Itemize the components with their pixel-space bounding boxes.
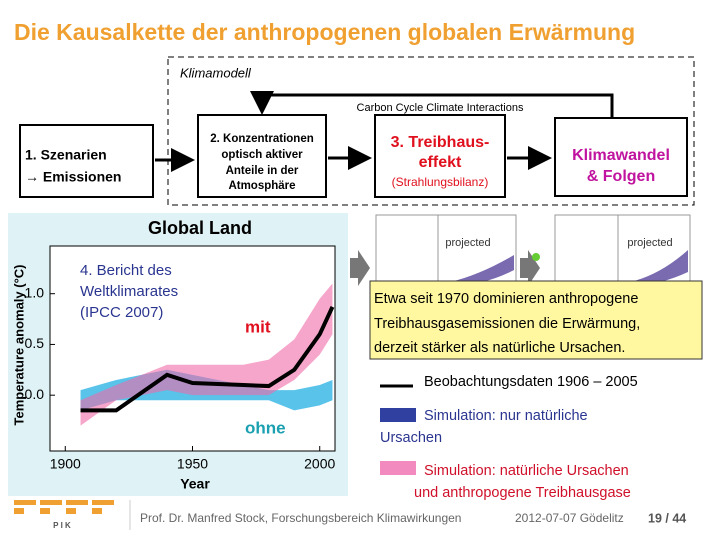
thumbnail-curve [450,255,514,285]
footer-date: 2012-07-07 Gödelitz [515,511,624,525]
plot-area [49,245,336,452]
footer-author: Prof. Dr. Manfred Stock, Forschungsberei… [140,511,461,525]
series-label: ohne [245,418,286,437]
box-text: effekt [419,154,462,171]
thumbnail-label: projected [627,237,672,249]
feedback-arrow [250,91,614,118]
box-text: 2. Konzentrationen [210,133,314,145]
model-frame [167,56,695,206]
y-tick-label: 0.0 [25,386,45,402]
observed-line [80,306,335,413]
legend-text: Ursachen [380,430,442,446]
y-tick-label: 1.0 [25,284,45,300]
logo [14,500,114,514]
legend-swatch [380,408,416,422]
legend-text: Beobachtungsdaten 1906 – 2005 [424,374,638,390]
legend-text: Simulation: nur natürliche [424,408,588,424]
gray-arrow [520,250,540,286]
box-text: Atmosphäre [228,180,295,192]
box-text: 3. Treibhaus- [391,134,490,151]
gray-arrow [350,250,370,286]
y-tick-label: 0.5 [25,335,45,351]
annotation: (IPCC 2007) [80,304,163,321]
chart-title: Global Land [148,218,252,238]
series-label: mit [245,317,271,336]
thumbnail-curve [630,250,688,285]
footer-page: 19 / 44 [648,511,686,525]
callout-text: derzeit stärker als natürliche Ursachen. [374,340,625,356]
frame-label: Klimamodell [180,65,252,80]
x-axis-label: Year [180,476,210,492]
box-text: Klimawandel [572,147,670,164]
feedback-label: Carbon Cycle Climate Interactions [357,102,524,114]
annotation: Weltklimarates [80,283,178,300]
logo-text: P I K [53,521,71,530]
slide-title: Die Kausalkette der anthropogenen global… [14,19,635,45]
box [19,124,154,198]
callout-text: Etwa seit 1970 dominieren anthropogene [374,291,638,307]
x-tick-label: 1900 [50,456,81,472]
box [374,114,506,198]
box-text: Anteile in der [226,165,299,177]
callout-text: Treibhausgasemissionen die Erwärmung, [374,316,640,332]
legend-text: Simulation: natürliche Ursachen [424,463,629,479]
box-text: (Strahlungsbilanz) [392,175,489,189]
x-tick-label: 1950 [177,456,208,472]
plot [49,245,336,452]
box-text: 1. Szenarien [25,147,107,163]
annotation: 4. Bericht des [80,262,172,279]
legend-text: und anthropogene Treibhausgase [414,485,631,501]
box [197,114,327,198]
handle [532,253,540,261]
arrows [155,146,552,172]
box-text: & Folgen [587,168,655,185]
box-text: → Emissionen [25,169,121,185]
callout [369,280,703,360]
x-tick-label: 2000 [304,456,335,472]
box [554,117,688,197]
thumbnail-label: projected [445,237,490,249]
box-text: optisch aktiver [221,149,303,161]
legend-swatch [380,461,416,475]
y-axis-label: Temperature anomaly (°C) [11,265,26,426]
